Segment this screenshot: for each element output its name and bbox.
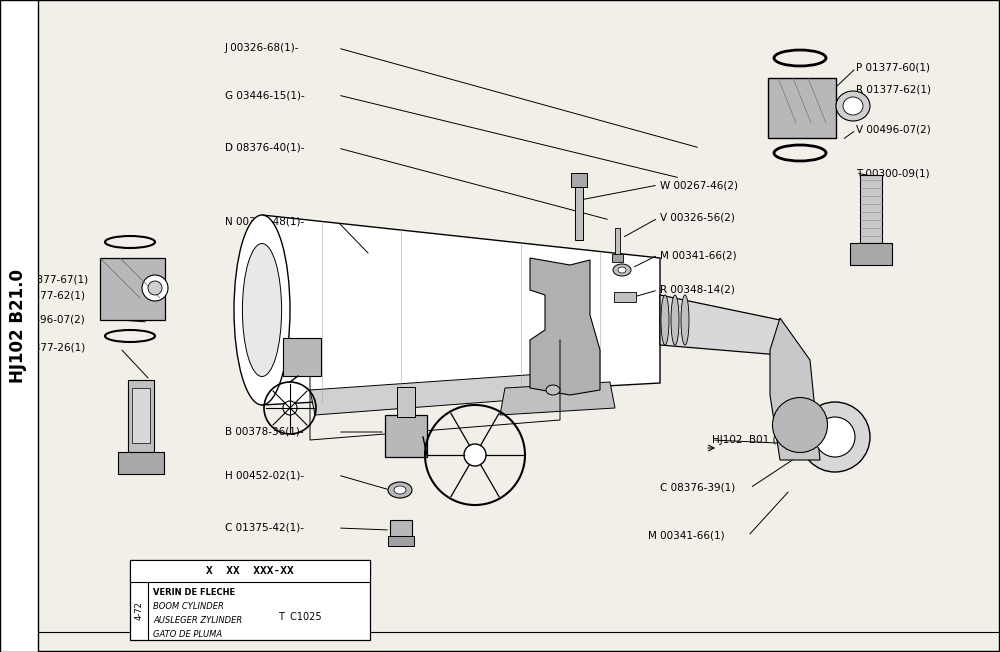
Ellipse shape xyxy=(843,97,863,115)
Ellipse shape xyxy=(388,482,412,498)
Text: X  XX  XXX-XX: X XX XXX-XX xyxy=(206,566,294,576)
Bar xyxy=(614,292,636,302)
Ellipse shape xyxy=(681,295,689,345)
Text: C 01375-42(1)-: C 01375-42(1)- xyxy=(225,523,304,533)
Bar xyxy=(118,452,164,474)
Ellipse shape xyxy=(142,275,168,301)
Ellipse shape xyxy=(148,281,162,295)
Text: N 00375-48(1)-: N 00375-48(1)- xyxy=(225,217,304,227)
Ellipse shape xyxy=(772,398,828,452)
Text: W 00267-46(2): W 00267-46(2) xyxy=(660,180,738,190)
Text: V 00326-56(2): V 00326-56(2) xyxy=(660,213,735,223)
Bar xyxy=(612,254,623,262)
Bar xyxy=(390,520,412,538)
Bar xyxy=(850,243,892,265)
Bar xyxy=(100,258,165,320)
Bar xyxy=(283,338,321,376)
Text: VERIN DE FLECHE: VERIN DE FLECHE xyxy=(153,588,235,597)
Text: BOOM CYLINDER: BOOM CYLINDER xyxy=(153,602,224,611)
Ellipse shape xyxy=(800,402,870,472)
Polygon shape xyxy=(660,295,780,355)
Ellipse shape xyxy=(546,385,560,395)
Bar xyxy=(385,415,427,457)
Ellipse shape xyxy=(234,215,290,405)
Text: H 00452-02(1)-: H 00452-02(1)- xyxy=(225,470,304,480)
Text: T 00300-09(1): T 00300-09(1) xyxy=(856,168,930,178)
Ellipse shape xyxy=(283,401,297,415)
Bar xyxy=(128,380,154,452)
Ellipse shape xyxy=(394,486,406,494)
Text: T  C1025: T C1025 xyxy=(278,612,322,622)
Ellipse shape xyxy=(671,295,679,345)
Polygon shape xyxy=(770,318,820,460)
Bar xyxy=(860,175,882,243)
Text: HJ102 B21.0: HJ102 B21.0 xyxy=(9,269,27,383)
Bar xyxy=(397,387,415,417)
Ellipse shape xyxy=(815,417,855,457)
Polygon shape xyxy=(530,258,600,395)
Text: M 00341-66(2): M 00341-66(2) xyxy=(660,250,737,260)
Text: M 00341-66(1): M 00341-66(1) xyxy=(648,531,725,541)
Text: C 08376-39(1): C 08376-39(1) xyxy=(660,483,735,493)
Bar xyxy=(132,388,150,443)
Ellipse shape xyxy=(613,264,631,276)
Text: C 01377-26(1): C 01377-26(1) xyxy=(10,343,85,353)
Text: HJ102  B01 (1): HJ102 B01 (1) xyxy=(712,435,787,445)
Bar xyxy=(130,560,370,640)
Text: P 01377-60(1): P 01377-60(1) xyxy=(856,63,930,73)
Bar xyxy=(388,536,414,546)
Bar xyxy=(768,78,836,138)
Polygon shape xyxy=(262,215,660,405)
Ellipse shape xyxy=(464,444,486,466)
Text: B 00378-36(1)-: B 00378-36(1)- xyxy=(225,427,304,437)
Bar xyxy=(571,173,587,187)
Text: AUSLEGER ZYLINDER: AUSLEGER ZYLINDER xyxy=(153,616,242,625)
Text: R 01377-62(1): R 01377-62(1) xyxy=(10,291,85,301)
Text: R 01377-62(1): R 01377-62(1) xyxy=(856,85,931,95)
Bar xyxy=(130,560,370,582)
Text: G 03446-15(1)-: G 03446-15(1)- xyxy=(225,90,305,100)
Polygon shape xyxy=(310,372,580,415)
Bar xyxy=(0,0,38,652)
Polygon shape xyxy=(500,382,615,415)
Ellipse shape xyxy=(618,267,626,273)
Ellipse shape xyxy=(242,243,282,376)
Text: 4-72: 4-72 xyxy=(134,602,144,621)
Text: D 08376-40(1)-: D 08376-40(1)- xyxy=(225,143,304,153)
Text: J 00326-68(1)-: J 00326-68(1)- xyxy=(225,43,300,53)
Text: R 00348-14(2): R 00348-14(2) xyxy=(660,285,735,295)
Text: GATO DE PLUMA: GATO DE PLUMA xyxy=(153,630,222,639)
Text: V 00496-07(2): V 00496-07(2) xyxy=(856,125,931,135)
Text: V 00496-07(2): V 00496-07(2) xyxy=(10,315,85,325)
Ellipse shape xyxy=(661,295,669,345)
Ellipse shape xyxy=(836,91,870,121)
Text: W 01377-67(1): W 01377-67(1) xyxy=(10,275,88,285)
Bar xyxy=(575,185,583,240)
Bar xyxy=(615,228,620,256)
